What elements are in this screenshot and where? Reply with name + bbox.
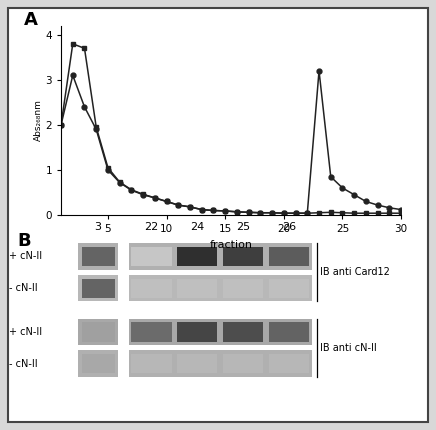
Text: + cN-II: + cN-II: [9, 327, 42, 337]
Bar: [177, 354, 218, 373]
Bar: [131, 279, 172, 298]
Bar: [129, 319, 312, 345]
Text: 25: 25: [236, 222, 250, 232]
Bar: [78, 243, 118, 270]
Bar: [177, 247, 218, 266]
X-axis label: fraction: fraction: [210, 240, 252, 249]
Text: IB anti Card12: IB anti Card12: [320, 267, 390, 277]
Bar: [223, 279, 263, 298]
Bar: [223, 247, 263, 266]
Text: IB anti cN-II: IB anti cN-II: [320, 343, 377, 353]
Bar: [82, 354, 115, 373]
Y-axis label: Abs₂₆₈nm: Abs₂₆₈nm: [34, 99, 43, 141]
Text: B: B: [17, 232, 31, 250]
Bar: [131, 322, 172, 341]
Bar: [177, 322, 218, 341]
Bar: [223, 322, 263, 341]
Text: 3: 3: [95, 222, 102, 232]
Text: - cN-II: - cN-II: [9, 283, 37, 293]
Bar: [78, 319, 118, 345]
Bar: [269, 247, 309, 266]
Bar: [129, 275, 312, 301]
Bar: [269, 279, 309, 298]
Text: + cN-II: + cN-II: [9, 251, 42, 261]
Bar: [82, 247, 115, 266]
Bar: [131, 354, 172, 373]
Text: 26: 26: [282, 222, 296, 232]
Bar: [129, 350, 312, 377]
Text: 22: 22: [144, 222, 159, 232]
Bar: [78, 275, 118, 301]
Bar: [131, 247, 172, 266]
Bar: [269, 322, 309, 341]
Text: A: A: [24, 11, 37, 29]
Bar: [177, 279, 218, 298]
Bar: [78, 350, 118, 377]
Text: - cN-II: - cN-II: [9, 359, 37, 369]
Bar: [223, 354, 263, 373]
Bar: [82, 279, 115, 298]
Bar: [129, 243, 312, 270]
Bar: [82, 322, 115, 341]
Text: 24: 24: [190, 222, 204, 232]
FancyBboxPatch shape: [8, 8, 428, 422]
Bar: [269, 354, 309, 373]
